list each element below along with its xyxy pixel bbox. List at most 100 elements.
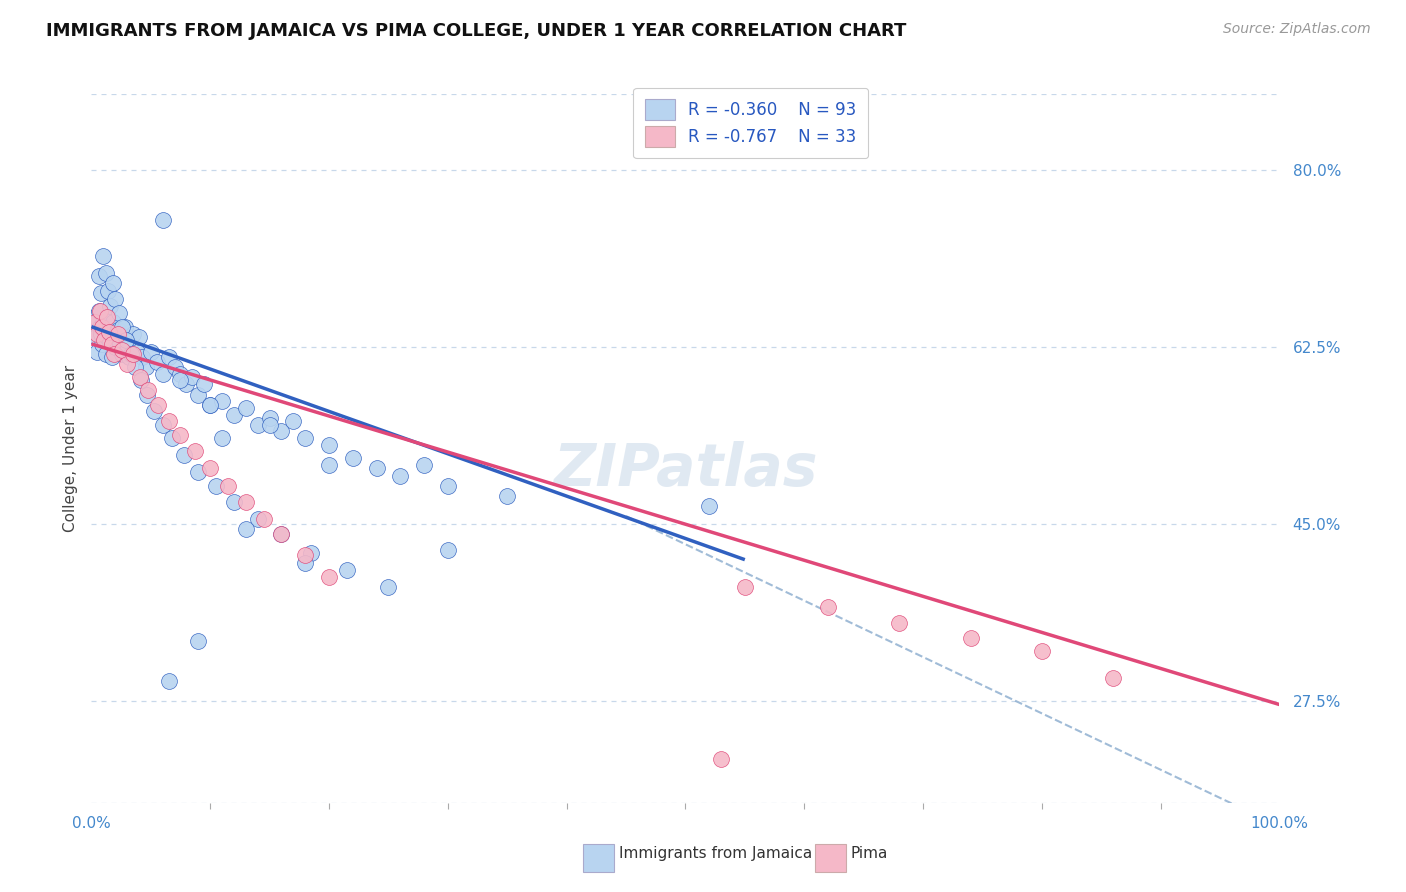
Point bbox=[89, 304, 111, 318]
Point bbox=[115, 357, 138, 371]
Point bbox=[96, 330, 118, 344]
Point bbox=[152, 417, 174, 432]
Point bbox=[91, 315, 114, 329]
Point bbox=[84, 315, 107, 329]
Point bbox=[87, 268, 110, 283]
Point bbox=[366, 461, 388, 475]
Point bbox=[222, 408, 245, 422]
Point bbox=[115, 337, 138, 351]
Point bbox=[734, 580, 756, 594]
Point bbox=[111, 319, 134, 334]
Point bbox=[187, 387, 209, 401]
Point bbox=[817, 600, 839, 615]
Point bbox=[200, 398, 222, 412]
Point bbox=[336, 563, 359, 577]
Point bbox=[91, 337, 114, 351]
Point bbox=[235, 401, 257, 415]
Point bbox=[129, 373, 152, 387]
Point bbox=[318, 438, 340, 452]
Point bbox=[169, 428, 191, 442]
Point bbox=[100, 334, 122, 349]
Point bbox=[111, 347, 134, 361]
Point bbox=[294, 431, 316, 445]
Point bbox=[270, 527, 292, 541]
Point bbox=[114, 319, 136, 334]
Point bbox=[90, 326, 112, 341]
Point bbox=[211, 393, 233, 408]
Point bbox=[101, 276, 124, 290]
Point bbox=[118, 350, 141, 364]
Point bbox=[413, 458, 436, 473]
Point bbox=[124, 360, 146, 375]
Point bbox=[187, 465, 209, 479]
Point bbox=[205, 479, 228, 493]
Point bbox=[120, 347, 142, 361]
Point bbox=[270, 424, 292, 438]
Point bbox=[131, 350, 153, 364]
Point bbox=[169, 373, 191, 387]
Text: Source: ZipAtlas.com: Source: ZipAtlas.com bbox=[1223, 22, 1371, 37]
Point bbox=[222, 495, 245, 509]
Text: Pima: Pima bbox=[851, 846, 889, 861]
Point bbox=[270, 527, 292, 541]
Point bbox=[100, 337, 122, 351]
Point bbox=[389, 468, 412, 483]
Point bbox=[103, 347, 125, 361]
Point bbox=[143, 403, 166, 417]
Point bbox=[163, 360, 186, 375]
Point bbox=[235, 522, 257, 536]
Point bbox=[157, 674, 180, 689]
Point bbox=[146, 398, 169, 412]
Point bbox=[169, 368, 191, 382]
Point bbox=[93, 333, 115, 347]
Point bbox=[98, 319, 121, 334]
Point bbox=[1102, 671, 1125, 685]
Point bbox=[101, 315, 124, 329]
Point bbox=[235, 495, 257, 509]
Point bbox=[83, 325, 105, 339]
Point bbox=[139, 345, 162, 359]
Point bbox=[181, 370, 204, 384]
Point bbox=[152, 368, 174, 382]
Point bbox=[103, 326, 125, 341]
Point bbox=[200, 398, 222, 412]
Point bbox=[129, 370, 152, 384]
Point bbox=[697, 499, 720, 513]
Point bbox=[246, 512, 269, 526]
Point bbox=[184, 444, 207, 458]
Point bbox=[96, 310, 118, 324]
Point bbox=[377, 580, 399, 594]
Point bbox=[259, 417, 281, 432]
Point bbox=[283, 414, 305, 428]
Point bbox=[107, 323, 129, 337]
Point bbox=[200, 461, 222, 475]
Point bbox=[100, 350, 122, 364]
Point bbox=[86, 326, 108, 341]
Point bbox=[135, 360, 157, 375]
Point bbox=[253, 512, 276, 526]
Point bbox=[318, 458, 340, 473]
Point bbox=[1031, 644, 1053, 658]
Point bbox=[259, 410, 281, 425]
Point bbox=[107, 306, 129, 320]
Point bbox=[122, 347, 145, 361]
Point bbox=[93, 323, 115, 337]
Point bbox=[122, 326, 145, 341]
Point bbox=[100, 299, 122, 313]
Point bbox=[97, 310, 120, 324]
Point bbox=[152, 213, 174, 227]
Point bbox=[211, 431, 233, 445]
Point bbox=[176, 377, 198, 392]
Point bbox=[160, 431, 183, 445]
Legend: R = -0.360    N = 93, R = -0.767    N = 33: R = -0.360 N = 93, R = -0.767 N = 33 bbox=[633, 87, 869, 159]
Point bbox=[84, 310, 107, 324]
Point bbox=[98, 325, 121, 339]
Point bbox=[246, 417, 269, 432]
Point bbox=[90, 286, 112, 301]
Point bbox=[157, 414, 180, 428]
Point bbox=[173, 448, 195, 462]
Point bbox=[145, 355, 167, 369]
Point bbox=[84, 330, 107, 344]
Point bbox=[294, 556, 316, 570]
Point bbox=[136, 387, 159, 401]
